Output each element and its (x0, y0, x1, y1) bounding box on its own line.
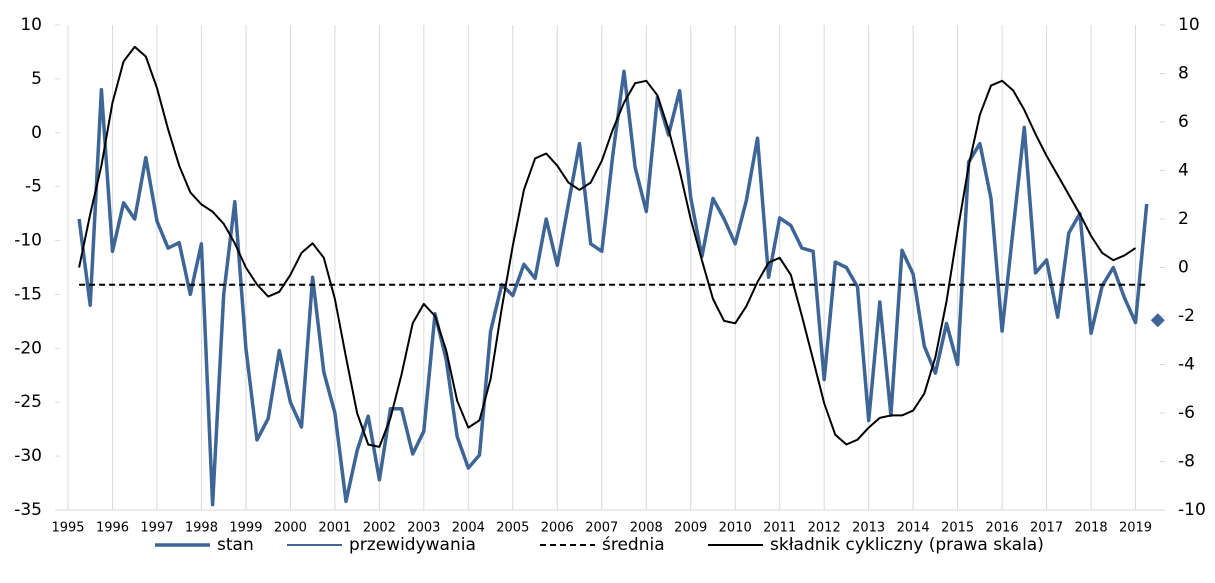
marker (1150, 313, 1165, 328)
y2-tick-label: 0 (1178, 258, 1189, 278)
series-line (78, 45, 1137, 448)
x-tick-label: 2019 (1119, 521, 1152, 536)
y-tick-label: -5 (25, 177, 42, 197)
y-tick-label: -10 (14, 231, 42, 251)
y2-tick-label: -2 (1178, 306, 1195, 326)
x-tick-label: 2004 (452, 521, 485, 536)
x-tick-label: 2002 (363, 521, 396, 536)
y2-tick-label: -8 (1178, 452, 1195, 472)
x-tick-label: 2008 (630, 521, 663, 536)
x-tick-label: 2003 (407, 521, 440, 536)
x-tick-label: 2001 (318, 521, 351, 536)
y-tick-label: 10 (20, 15, 42, 35)
y-tick-label: -30 (14, 446, 42, 466)
y2-tick-label: 6 (1178, 112, 1189, 132)
y2-tick-label: -6 (1178, 403, 1195, 423)
x-tick-label: 1996 (96, 521, 129, 536)
x-tick-label: 2006 (541, 521, 574, 536)
y2-tick-label: -10 (1178, 500, 1206, 520)
x-tick-label: 2010 (719, 521, 752, 536)
legend-label: stan (217, 535, 254, 555)
y2-tick-label: 2 (1178, 209, 1189, 229)
x-tick-label: 2005 (496, 521, 529, 536)
y2-tick-label: -4 (1178, 355, 1195, 375)
y-tick-label: 5 (31, 69, 42, 89)
x-tick-label: 1999 (229, 521, 262, 536)
x-tick-label: 1997 (140, 521, 173, 536)
x-tick-label: 2007 (585, 521, 618, 536)
x-tick-label: 2000 (274, 521, 307, 536)
legend-label: przewidywania (349, 535, 476, 555)
y2-tick-label: 10 (1178, 15, 1200, 35)
x-tick-label: 2014 (897, 521, 930, 536)
x-tick-label: 2018 (1075, 521, 1108, 536)
legend-label: składnik cykliczny (prawa skala) (770, 535, 1044, 555)
y-tick-label: -35 (14, 500, 42, 520)
x-tick-label: 2017 (1030, 521, 1063, 536)
x-tick-label: 1995 (51, 521, 84, 536)
series-line (77, 69, 1149, 507)
y-tick-label: -25 (14, 392, 42, 412)
x-tick-label: 2009 (674, 521, 707, 536)
y-tick-label: -15 (14, 284, 42, 304)
x-tick-label: 2012 (808, 521, 841, 536)
y2-tick-label: 8 (1178, 64, 1189, 84)
y2-tick-label: 4 (1178, 161, 1189, 181)
x-tick-label: 2013 (852, 521, 885, 536)
x-tick-label: 2015 (941, 521, 974, 536)
x-tick-label: 1998 (185, 521, 218, 536)
x-tick-label: 2016 (986, 521, 1019, 536)
legend-label: średnia (602, 535, 665, 555)
y-tick-label: -20 (14, 338, 42, 358)
x-tick-label: 2011 (763, 521, 796, 536)
y-tick-label: 0 (31, 123, 42, 143)
